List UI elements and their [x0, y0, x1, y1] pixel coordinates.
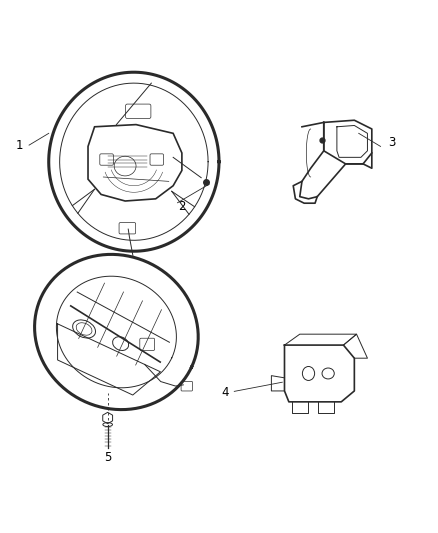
Text: 1: 1 [16, 139, 23, 151]
Text: 4: 4 [222, 386, 230, 399]
Text: 5: 5 [104, 451, 111, 464]
Text: 3: 3 [388, 135, 395, 149]
Text: 2: 2 [178, 200, 186, 213]
